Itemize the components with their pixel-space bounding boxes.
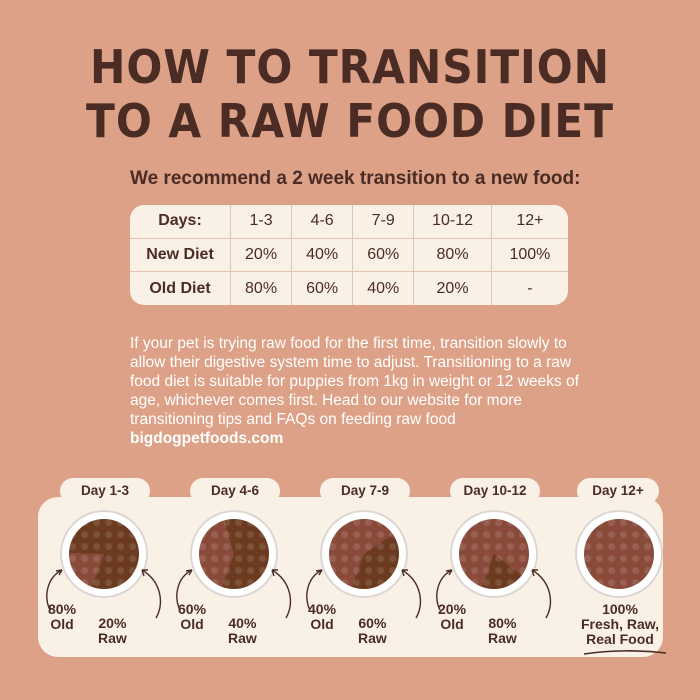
old-pct: 80% (48, 601, 77, 617)
raw-label: 40% Raw (228, 616, 257, 646)
table-cell: 20% (413, 271, 492, 305)
raw-text: Raw (358, 630, 387, 646)
website-link[interactable]: bigdogpetfoods.com (130, 430, 284, 447)
day-label: Day 12+ (577, 478, 659, 504)
old-text: Old (180, 616, 204, 632)
title-line-2: TO A RAW FOOD DIET (86, 94, 614, 148)
food-icon (329, 519, 399, 589)
table-cell: 40% (352, 271, 414, 305)
page-title: HOW TO TRANSITION TO A RAW FOOD DIET (28, 40, 672, 148)
underline-swoosh-icon (583, 650, 667, 655)
table-cell: 60% (352, 237, 414, 272)
bowl-icon (60, 510, 148, 598)
day-label: Day 10-12 (450, 478, 540, 504)
table-cell: New Diet (130, 237, 231, 272)
raw-text: Raw (488, 630, 517, 646)
final-line-2: Real Food (586, 631, 654, 647)
raw-text: Raw (228, 630, 257, 646)
table-header-cell: 1-3 (229, 205, 292, 239)
bowl-icon (320, 510, 408, 598)
table-row-new-diet: New Diet 20% 40% 60% 80% 100% (130, 237, 568, 272)
food-icon (459, 519, 529, 589)
raw-label: 60% Raw (358, 616, 387, 646)
raw-pct: 80% (488, 615, 517, 631)
info-paragraph: If your pet is trying raw food for the f… (130, 334, 590, 448)
raw-pct: 20% (98, 615, 127, 631)
raw-pct: 40% (228, 615, 257, 631)
raw-label: 20% Raw (98, 616, 127, 646)
table-header-row: Days: 1-3 4-6 7-9 10-12 12+ (130, 205, 568, 239)
info-text: If your pet is trying raw food for the f… (130, 335, 579, 428)
table-cell: 40% (291, 237, 353, 272)
old-text: Old (50, 616, 74, 632)
title-line-1: HOW TO TRANSITION (90, 40, 610, 94)
table-header-cell: Days: (158, 212, 202, 230)
transition-subtitle: We recommend a 2 week transition to a ne… (130, 168, 581, 189)
stage-card: Day 7-9 40% Old 60% Raw (300, 478, 430, 668)
old-pct: 20% (438, 601, 467, 617)
table-cell: 20% (229, 237, 292, 272)
stage-card: Day 4-6 60% Old 40% Raw (170, 478, 300, 668)
table-cell: - (490, 271, 568, 305)
table-header-cell: 7-9 (352, 205, 414, 239)
arrows-icon (176, 569, 292, 619)
old-label: 20% Old (438, 602, 466, 632)
table-cell: 80% (413, 237, 492, 272)
transition-table: Days: 1-3 4-6 7-9 10-12 12+ New Diet 20%… (130, 205, 568, 305)
stage-card-final: Day 12+ 100% Fresh, Raw, Real Food (555, 478, 685, 668)
old-label: 80% Old (48, 602, 76, 632)
old-text: Old (310, 616, 334, 632)
old-pct: 40% (308, 601, 337, 617)
old-text: Old (440, 616, 464, 632)
table-cell: Old Diet (130, 271, 231, 305)
old-label: 40% Old (308, 602, 336, 632)
raw-pct: 60% (358, 615, 387, 631)
final-line-1: Fresh, Raw, (580, 616, 660, 632)
table-header-cell: 4-6 (291, 205, 353, 239)
bowl-icon (190, 510, 278, 598)
old-label: 60% Old (178, 602, 206, 632)
stage-card: Day 10-12 20% Old 80% Raw (430, 478, 560, 668)
old-pct: 60% (178, 601, 207, 617)
food-icon (584, 519, 654, 589)
final-label: 100% Fresh, Raw, Real Food (570, 602, 670, 647)
table-cell: 60% (291, 271, 353, 305)
table-header-cell: 10-12 (413, 205, 492, 239)
arrows-icon (436, 569, 552, 619)
arrows-icon (46, 569, 162, 619)
table-header-cell: 12+ (490, 205, 568, 239)
final-pct: 100% (602, 601, 638, 617)
raw-label: 80% Raw (488, 616, 517, 646)
day-label: Day 7-9 (320, 478, 410, 504)
food-icon (69, 519, 139, 589)
table-cell: 80% (229, 271, 292, 305)
bowl-icon (450, 510, 538, 598)
day-label: Day 1-3 (60, 478, 150, 504)
food-icon (199, 519, 269, 589)
day-label: Day 4-6 (190, 478, 280, 504)
bowl-icon (575, 510, 663, 598)
raw-text: Raw (98, 630, 127, 646)
table-cell: 100% (490, 237, 568, 272)
table-row-old-diet: Old Diet 80% 60% 40% 20% - (130, 271, 568, 305)
stage-card: Day 1-3 80% Old 20% Raw (40, 478, 170, 668)
arrows-icon (306, 569, 422, 619)
